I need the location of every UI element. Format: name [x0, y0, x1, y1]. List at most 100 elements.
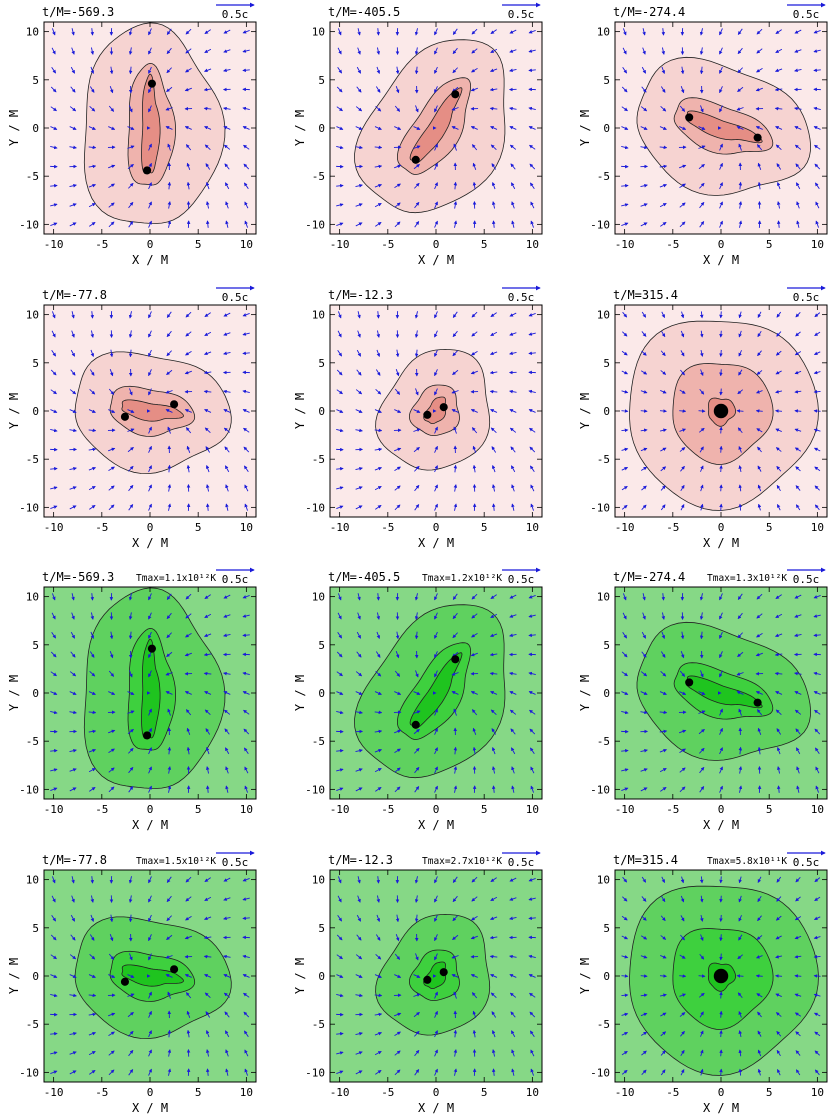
- black-hole-1: [423, 411, 431, 419]
- panel-plot-area: [615, 587, 827, 799]
- velocity-arrow: [641, 976, 647, 977]
- y-tick-label: 0: [603, 122, 610, 135]
- y-tick-label: 10: [597, 591, 610, 604]
- x-tick-label: 5: [481, 238, 488, 251]
- velocity-arrow: [721, 1011, 722, 1017]
- x-tick-label: 10: [811, 521, 824, 534]
- velocity-scale-label: 0.5c: [222, 856, 249, 869]
- velocity-arrow: [721, 485, 722, 491]
- velocity-arrow: [699, 976, 705, 977]
- x-tick-label: -10: [44, 1086, 64, 1099]
- y-tick-label: -10: [590, 783, 610, 796]
- x-tick-label: 0: [433, 1086, 440, 1099]
- y-tick-label: -10: [19, 218, 39, 231]
- panel-tmax: Tmax=2.7x10¹²K: [422, 856, 502, 867]
- x-axis-label: X / M: [418, 1101, 454, 1115]
- panel-plot-area: [330, 305, 542, 517]
- x-tick-label: 0: [147, 521, 154, 534]
- y-tick-label: 10: [26, 309, 39, 322]
- panel-title: t/M=-405.5: [328, 570, 400, 584]
- y-tick-label: -5: [597, 1018, 610, 1031]
- y-tick-label: -5: [597, 735, 610, 748]
- black-hole-2: [440, 968, 448, 976]
- velocity-arrow: [721, 350, 722, 356]
- velocity-arrow: [776, 411, 782, 412]
- panel-plot-area: [44, 22, 256, 234]
- velocity-arrow: [721, 915, 722, 921]
- x-axis-label: X / M: [703, 536, 739, 550]
- x-tick-label: 0: [147, 238, 154, 251]
- y-tick-label: -5: [312, 170, 325, 183]
- velocity-arrow: [721, 446, 722, 452]
- panel-tmax: Tmax=1.1x10¹²K: [136, 573, 216, 584]
- velocity-scale-label: 0.5c: [508, 573, 535, 586]
- black-hole-1: [148, 645, 156, 653]
- y-tick-label: 10: [597, 309, 610, 322]
- velocity-arrow: [795, 411, 801, 412]
- x-tick-label: -5: [381, 803, 394, 816]
- panel-title: t/M=-12.3: [328, 288, 393, 302]
- x-tick-label: 10: [240, 521, 253, 534]
- y-tick-label: 5: [318, 357, 325, 370]
- black-hole-1: [121, 978, 129, 986]
- panel-plot-area: [330, 870, 542, 1082]
- panel-title: t/M=-12.3: [328, 853, 393, 867]
- x-tick-label: -10: [44, 521, 64, 534]
- velocity-arrow: [737, 976, 743, 977]
- velocity-arrow: [776, 976, 782, 977]
- y-tick-label: 5: [32, 357, 39, 370]
- panel-title: t/M=-274.4: [613, 570, 685, 584]
- panel-tmax: Tmax=5.8x10¹¹K: [707, 856, 787, 867]
- black-hole-1: [121, 413, 129, 421]
- y-tick-label: 5: [603, 74, 610, 87]
- black-hole-1: [685, 678, 693, 686]
- y-tick-label: -10: [590, 218, 610, 231]
- x-tick-label: 10: [526, 803, 539, 816]
- x-tick-label: -10: [615, 1086, 635, 1099]
- y-tick-label: -10: [590, 501, 610, 514]
- x-tick-label: 10: [240, 1086, 253, 1099]
- x-axis-label: X / M: [132, 1101, 168, 1115]
- panel-plot-area: [44, 305, 256, 517]
- x-tick-label: 5: [195, 521, 202, 534]
- velocity-arrow: [795, 976, 801, 977]
- y-tick-label: 10: [312, 26, 325, 39]
- black-hole-2: [170, 965, 178, 973]
- x-tick-label: 0: [147, 803, 154, 816]
- black-hole-2: [170, 400, 178, 408]
- x-tick-label: 10: [811, 238, 824, 251]
- x-tick-label: -10: [330, 238, 350, 251]
- x-tick-label: 10: [811, 803, 824, 816]
- velocity-arrow: [660, 976, 666, 977]
- x-tick-label: -10: [330, 803, 350, 816]
- y-tick-label: 10: [312, 591, 325, 604]
- panel-title: t/M=315.4: [613, 288, 678, 302]
- velocity-arrow: [721, 934, 722, 940]
- panel-plot-area: [330, 22, 542, 234]
- velocity-scale-label: 0.5c: [222, 291, 249, 304]
- velocity-arrow: [679, 976, 685, 977]
- panel-title: t/M=-569.3: [42, 5, 114, 19]
- velocity-arrow: [721, 466, 722, 472]
- velocity-arrow: [721, 389, 722, 395]
- y-tick-label: -5: [26, 735, 39, 748]
- x-axis-label: X / M: [703, 1101, 739, 1115]
- panel-plot-area: [330, 587, 542, 799]
- velocity-arrow: [721, 1069, 722, 1075]
- y-tick-label: 5: [603, 357, 610, 370]
- y-tick-label: -10: [305, 218, 325, 231]
- x-tick-label: -10: [615, 238, 635, 251]
- velocity-arrow: [814, 976, 820, 977]
- x-tick-label: -10: [615, 803, 635, 816]
- panel-title: t/M=-274.4: [613, 5, 685, 19]
- velocity-arrow: [756, 976, 762, 977]
- x-tick-label: 10: [240, 803, 253, 816]
- x-tick-label: -5: [666, 1086, 679, 1099]
- velocity-arrow: [721, 427, 722, 433]
- y-tick-label: -5: [26, 1018, 39, 1031]
- velocity-scale-label: 0.5c: [793, 8, 820, 21]
